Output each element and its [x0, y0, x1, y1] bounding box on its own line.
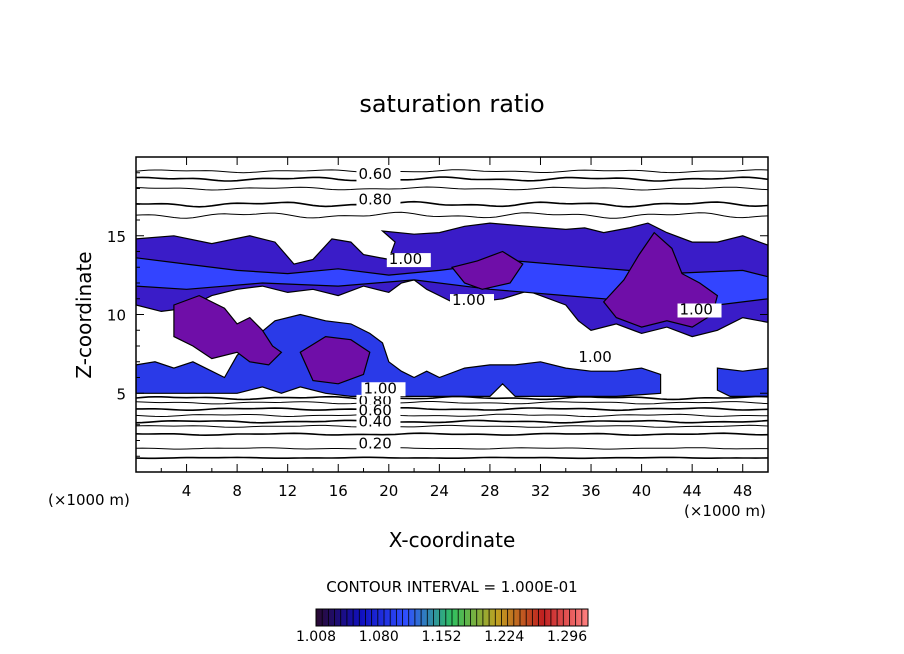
- contour-0.20-low: [136, 447, 768, 450]
- contour-lines: [136, 169, 768, 460]
- contour-0.10-low: [136, 456, 768, 460]
- x-tick-label: 4: [182, 482, 192, 500]
- contour-0.60-low: [136, 413, 768, 418]
- contour-label: 1.00: [680, 301, 713, 319]
- purple-patch-upper: [450, 250, 524, 290]
- purple-patch-mid: [299, 335, 371, 385]
- x-tick-label: 8: [232, 482, 242, 500]
- y-tick-label: 5: [116, 385, 126, 403]
- contour-label: 1.00: [364, 379, 397, 397]
- contour-label: 0.40: [358, 412, 391, 430]
- contour-label: 1.00: [389, 250, 422, 268]
- colorbar-tick-label: 1.152: [421, 629, 461, 645]
- contour-0.50: [136, 169, 768, 174]
- contour-0.80-low: [136, 401, 768, 405]
- colorbar-tick-label: 1.296: [547, 629, 587, 645]
- y-axis-ticks: 5 10 15: [107, 172, 768, 457]
- contour-label-bg: [677, 303, 722, 318]
- contour-label-bg: [356, 193, 401, 208]
- contour-interval-text: CONTOUR INTERVAL = 1.000E-01: [326, 578, 577, 596]
- y-tick-label: 15: [107, 228, 126, 246]
- contour-0.90: [136, 211, 768, 219]
- x-tick-label: 40: [632, 482, 651, 500]
- y-tick-label: 10: [107, 307, 126, 325]
- contour-label-bg: [576, 350, 621, 365]
- contour-0.50-low: [136, 419, 768, 424]
- x-unit-label-left: (×1000 m): [48, 491, 130, 509]
- x-tick-label: 16: [329, 482, 348, 500]
- x-tick-label: 32: [531, 482, 550, 500]
- x-tick-label: 44: [683, 482, 702, 500]
- saturation-shading: [136, 222, 768, 397]
- y-axis-label: Z-coordinate: [72, 251, 96, 378]
- x-unit-label-right: (×1000 m): [684, 502, 766, 520]
- contour-label: 0.20: [358, 434, 391, 452]
- contour-label: 0.80: [358, 190, 391, 208]
- x-tick-label: 36: [581, 482, 600, 500]
- x-tick-label: 20: [379, 482, 398, 500]
- x-axis-label: X-coordinate: [389, 528, 516, 552]
- colorbar-frame: [315, 608, 589, 627]
- x-tick-label: 24: [430, 482, 449, 500]
- lower-supersaturated-region: [136, 313, 662, 397]
- x-tick-label: 12: [278, 482, 297, 500]
- contour-label: 1.00: [578, 348, 611, 366]
- x-axis-ticks: 4 8 12 16 20 24 28 32 36 40 44 48: [160, 157, 752, 500]
- contour-0.60: [136, 176, 768, 182]
- contour-label-bg: [386, 253, 431, 268]
- colorbar-tick-label: 1.224: [484, 629, 524, 645]
- upper-core-region: [136, 257, 768, 306]
- colorbar-tick-label: 1.008: [296, 629, 336, 645]
- x-tick-label: 28: [480, 482, 499, 500]
- contour-0.30-low: [136, 432, 768, 437]
- purple-patch-right: [602, 231, 719, 328]
- contour-label-bg: [356, 168, 401, 183]
- x-tick-label: 48: [733, 482, 752, 500]
- contour-0.80: [136, 200, 768, 208]
- contour-label-bg: [356, 437, 401, 452]
- contour-label: 0.60: [358, 165, 391, 183]
- purple-patch-left: [173, 294, 283, 366]
- contour-label-bg: [356, 404, 401, 419]
- contour-0.70: [136, 186, 768, 191]
- colorbar-tick-label: 1.080: [359, 629, 399, 645]
- contour-0.40-low: [136, 424, 768, 428]
- contour-label-bg: [356, 415, 401, 430]
- contour-0.90-low: [136, 395, 768, 401]
- contour-0.70-low: [136, 407, 768, 412]
- contour-label: 0.60: [358, 401, 391, 419]
- colorbar: 1.008 1.080 1.152 1.224 1.296: [296, 608, 589, 645]
- contour-label: 1.00: [452, 291, 485, 309]
- contour-label-bg: [361, 382, 406, 397]
- contour-label-bg: [450, 294, 494, 309]
- contour-labels: 0.600.800.800.600.400.201.001.001.001.00…: [356, 165, 722, 452]
- lower-right-region: [716, 367, 768, 397]
- chart-title: saturation ratio: [359, 90, 544, 118]
